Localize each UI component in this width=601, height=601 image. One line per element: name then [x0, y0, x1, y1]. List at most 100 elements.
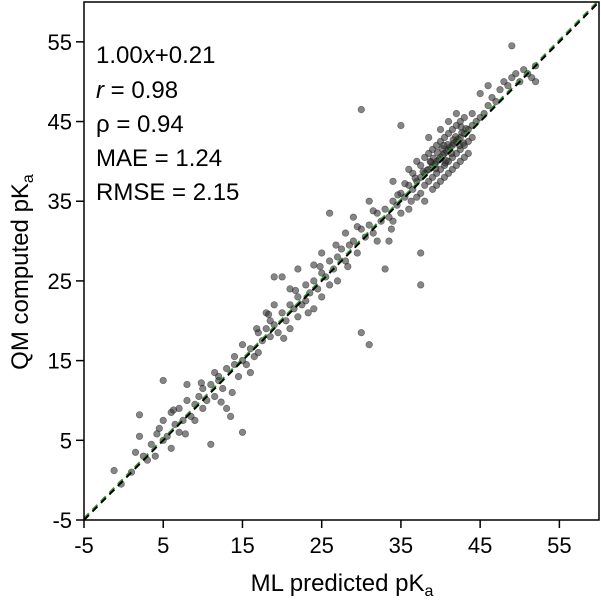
data-point [310, 261, 318, 269]
data-point [492, 97, 500, 106]
data-point [389, 217, 397, 225]
data-point [405, 205, 413, 213]
data-point [310, 277, 318, 285]
data-point [197, 379, 205, 387]
data-point [357, 329, 365, 337]
data-point [417, 249, 425, 257]
data-point [419, 168, 427, 176]
data-point [183, 380, 191, 389]
plot-frame [83, 1, 600, 521]
data-point [181, 430, 189, 438]
data-point [484, 82, 492, 90]
data-point [183, 396, 191, 405]
data-point [153, 430, 161, 438]
data-point [531, 78, 540, 86]
data-point [242, 361, 250, 369]
identity-line [83, 1, 600, 521]
data-point [417, 281, 425, 289]
data-point [333, 253, 342, 261]
data-point [504, 82, 512, 90]
fit-line [83, 0, 600, 520]
data-point [369, 229, 377, 237]
data-point [278, 309, 286, 317]
data-point [316, 263, 324, 271]
data-point [365, 197, 373, 205]
data-point [246, 369, 254, 377]
x-tick-label: 35 [389, 533, 413, 558]
data-point [341, 229, 350, 237]
data-point [333, 277, 342, 285]
y-axis-ticks: -5 5 15 25 35 45 55 [48, 30, 84, 533]
y-tick-label: 35 [48, 189, 72, 214]
data-point [223, 404, 231, 413]
data-point [444, 117, 453, 126]
rmse-value: RMSE = 2.15 [96, 179, 239, 206]
y-tick-label: 5 [60, 428, 72, 453]
data-point [349, 237, 358, 245]
data-point [397, 121, 405, 130]
fit-equation: 1.00x+0.21 [96, 42, 215, 69]
x-tick-label: -5 [74, 533, 94, 558]
data-point [459, 139, 468, 147]
data-point [302, 281, 310, 289]
data-point [436, 125, 445, 134]
data-point [310, 305, 318, 313]
mae-value: MAE = 1.24 [96, 145, 222, 172]
data-point [169, 406, 178, 414]
data-point [195, 392, 203, 401]
data-point [417, 161, 425, 169]
data-point [199, 404, 207, 413]
data-point [191, 416, 199, 425]
data-point [389, 177, 397, 185]
data-point [387, 225, 396, 233]
data-point [266, 333, 274, 341]
data-point [468, 133, 476, 142]
data-point [302, 297, 310, 305]
data-point [326, 281, 334, 289]
stats-annotation: 1.00x+0.21 r = 0.98 ρ = 0.94 MAE = 1.24 … [96, 42, 239, 206]
data-point [253, 325, 261, 333]
data-point [369, 207, 377, 215]
data-point [512, 70, 520, 78]
data-point [468, 109, 476, 118]
data-point [353, 223, 361, 231]
data-point [217, 398, 225, 406]
data-point [131, 448, 140, 456]
data-point [349, 213, 358, 221]
x-tick-label: 45 [468, 533, 492, 558]
x-tick-label: 55 [547, 533, 571, 558]
data-point [280, 334, 288, 342]
data-point [425, 133, 433, 142]
data-point [457, 123, 465, 131]
data-point [238, 428, 247, 436]
data-points [110, 42, 540, 488]
data-point [326, 209, 334, 217]
data-point [464, 149, 472, 157]
data-point [440, 141, 448, 149]
data-point [318, 249, 326, 257]
data-point [326, 257, 334, 265]
data-point [357, 105, 365, 114]
data-point [274, 329, 282, 337]
data-point [291, 286, 300, 295]
data-point [332, 241, 340, 249]
spearman-rho: ρ = 0.94 [96, 111, 184, 138]
data-point [353, 249, 361, 257]
data-point [270, 273, 278, 281]
data-point [394, 191, 402, 199]
data-point [417, 189, 425, 197]
data-point [452, 109, 461, 118]
data-point [476, 89, 484, 98]
data-point [407, 197, 415, 205]
data-point [304, 309, 312, 317]
data-point [159, 376, 167, 385]
data-point [246, 345, 254, 353]
data-point [167, 444, 175, 452]
data-point [385, 237, 393, 245]
data-point [207, 440, 215, 448]
data-point [373, 237, 381, 245]
x-tick-label: 5 [157, 533, 169, 558]
data-point [262, 325, 270, 333]
data-point [397, 209, 405, 217]
